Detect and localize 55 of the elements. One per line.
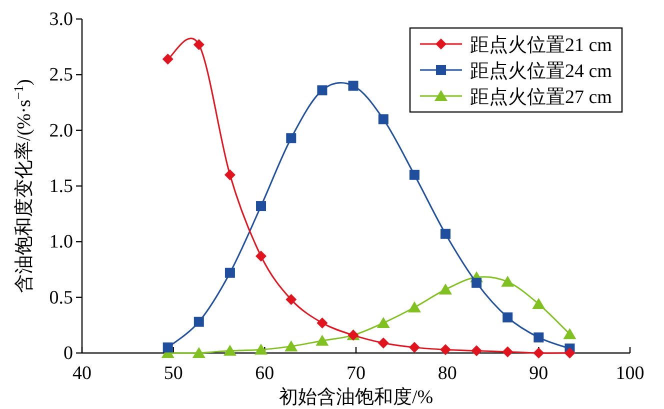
point — [316, 334, 329, 346]
point — [162, 54, 174, 65]
x-tick-label: 90 — [529, 363, 548, 384]
point — [408, 342, 420, 353]
point — [376, 316, 390, 328]
y-tick-label: 3.0 — [49, 9, 73, 30]
point — [286, 133, 296, 144]
point — [409, 170, 420, 180]
point — [192, 347, 206, 358]
point — [286, 294, 297, 306]
point — [317, 85, 328, 96]
legend-label: 距点火位置27 cm — [470, 87, 612, 108]
point — [224, 268, 235, 278]
point — [254, 344, 268, 355]
point — [532, 298, 546, 310]
y-tick-label: 1.0 — [49, 232, 73, 253]
y-tick-label: 2.0 — [49, 120, 73, 142]
point — [564, 348, 576, 358]
y-tick-label: 0.5 — [49, 287, 73, 308]
point — [162, 342, 173, 352]
x-axis-title: 初始含油饱和度/% — [278, 386, 434, 408]
y-tick-label: 1.5 — [49, 176, 73, 197]
y-tick-label: 2.5 — [49, 64, 73, 86]
x-tick-label: 60 — [255, 363, 274, 384]
x-tick-label: 40 — [72, 363, 92, 384]
x-tick-label: 70 — [346, 363, 366, 384]
point — [502, 312, 513, 322]
point — [284, 340, 298, 352]
x-tick-label: 50 — [164, 363, 183, 384]
point — [223, 344, 236, 356]
legend-label: 距点火位置21 cm — [470, 35, 612, 56]
point — [439, 284, 452, 295]
point — [193, 39, 204, 50]
point — [471, 345, 482, 356]
point — [534, 332, 544, 342]
point — [194, 316, 204, 327]
point — [256, 250, 267, 262]
point — [502, 346, 514, 358]
point — [501, 276, 514, 287]
point — [472, 278, 482, 288]
x-tick-label: 80 — [438, 363, 457, 384]
point — [256, 201, 266, 212]
legend-label: 距点火位置24 cm — [470, 61, 612, 82]
point — [408, 301, 421, 312]
point — [440, 344, 452, 356]
point — [440, 228, 451, 239]
point — [348, 80, 358, 91]
point — [378, 337, 389, 348]
point — [563, 328, 576, 340]
point — [533, 348, 544, 358]
y-tick-label: 0 — [64, 343, 73, 364]
point — [224, 169, 236, 180]
point — [378, 114, 388, 124]
x-tick-label: 100 — [616, 363, 644, 384]
point — [316, 317, 328, 328]
